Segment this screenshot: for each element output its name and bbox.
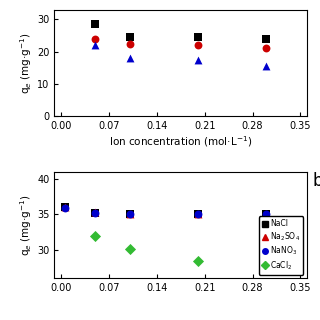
Point <box>195 35 200 40</box>
Point <box>93 209 98 214</box>
Point <box>264 212 269 217</box>
Text: b: b <box>312 172 320 190</box>
Point <box>127 212 132 217</box>
Point <box>264 46 269 51</box>
Point <box>264 263 269 268</box>
Point <box>195 212 200 217</box>
Point <box>62 205 67 211</box>
Point <box>195 57 200 62</box>
Point <box>127 246 132 251</box>
Point <box>195 43 200 48</box>
Point <box>93 233 98 238</box>
Point <box>264 212 269 217</box>
Point <box>127 41 132 46</box>
X-axis label: Ion concentration (mol·L$^{-1}$): Ion concentration (mol·L$^{-1}$) <box>109 134 252 149</box>
Point <box>93 211 98 216</box>
Point <box>127 35 132 40</box>
Point <box>93 21 98 27</box>
Y-axis label: q$_e$ (mg·g$^{-1}$): q$_e$ (mg·g$^{-1}$) <box>19 32 34 94</box>
Y-axis label: q$_e$ (mg·g$^{-1}$): q$_e$ (mg·g$^{-1}$) <box>19 194 34 256</box>
Point <box>264 64 269 69</box>
Point <box>264 36 269 41</box>
Point <box>195 212 200 217</box>
Legend: NaCl, Na$_2$SO$_4$, NaNO$_3$, CaCl$_2$: NaCl, Na$_2$SO$_4$, NaNO$_3$, CaCl$_2$ <box>259 216 303 275</box>
Point <box>127 212 132 217</box>
Point <box>93 43 98 48</box>
Point <box>195 258 200 263</box>
Point <box>93 211 98 216</box>
Point <box>62 205 67 210</box>
Point <box>195 212 200 217</box>
Point <box>62 204 67 209</box>
Point <box>264 212 269 217</box>
Point <box>127 56 132 61</box>
Point <box>127 212 132 217</box>
Point <box>93 36 98 41</box>
